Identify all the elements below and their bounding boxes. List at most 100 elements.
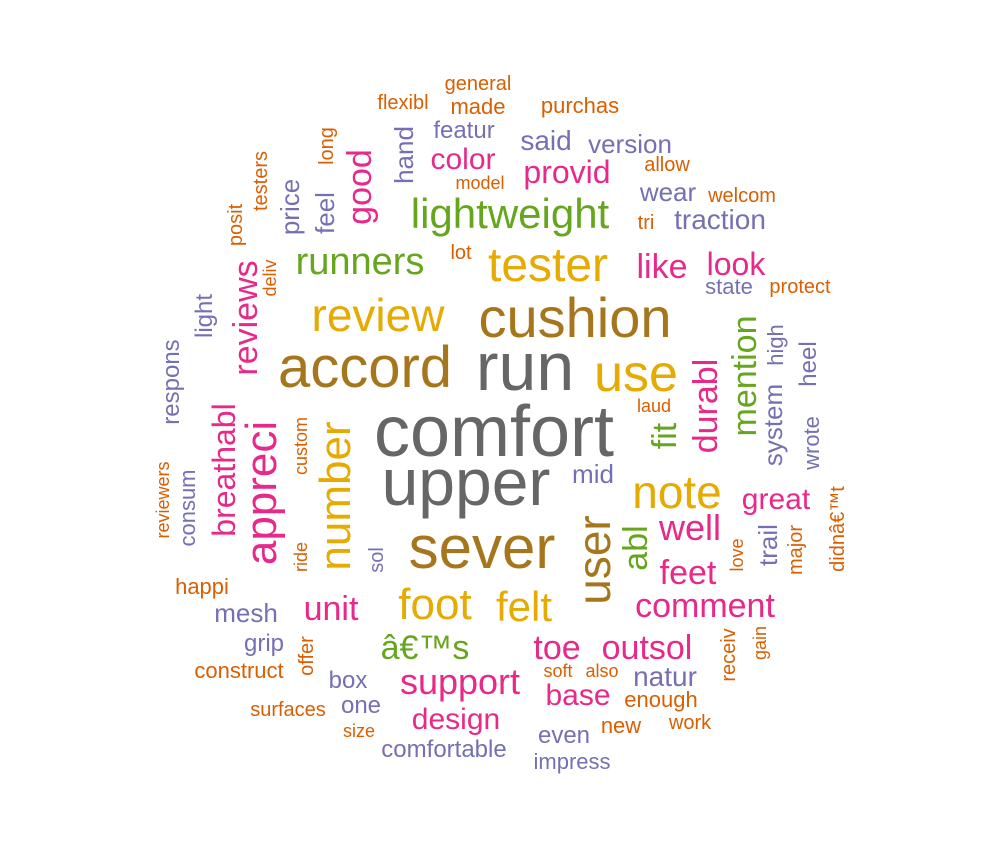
cloud-word: feel [310, 192, 340, 234]
cloud-word: didnâ€™t [827, 486, 849, 572]
cloud-word: purchas [540, 93, 620, 118]
cloud-word: mention [726, 315, 764, 437]
cloud-word: abl [617, 525, 655, 571]
cloud-word: base [545, 679, 611, 712]
cloud-word: size [342, 721, 376, 741]
cloud-word: comfortable [381, 736, 507, 763]
cloud-word: one [340, 692, 382, 719]
cloud-word: lot [450, 242, 472, 264]
cloud-word: state [705, 274, 753, 299]
cloud-word: accord [277, 335, 453, 400]
cloud-word: cushion [478, 286, 672, 349]
cloud-word: featur [433, 117, 495, 144]
cloud-word: like [636, 248, 688, 286]
cloud-word: surfaces [250, 699, 326, 721]
cloud-word: design [411, 703, 501, 736]
cloud-word: heel [795, 341, 822, 387]
cloud-word: provid [523, 154, 611, 190]
cloud-word: runners [295, 241, 425, 283]
cloud-word: toe [533, 629, 581, 667]
cloud-word: even [537, 722, 591, 749]
cloud-word: great [741, 483, 811, 516]
cloud-word: major [785, 524, 807, 576]
cloud-word: respons [158, 339, 185, 425]
cloud-word: user [568, 515, 620, 605]
cloud-word: receiv [718, 628, 740, 682]
cloud-word: custom [291, 416, 311, 476]
cloud-word: comfort [373, 392, 615, 472]
cloud-word: mesh [214, 598, 278, 628]
cloud-word: enough [624, 687, 698, 712]
cloud-word: feet [659, 554, 717, 592]
cloud-word: testers [250, 150, 272, 212]
cloud-word: construct [194, 658, 284, 683]
cloud-word: â€™s [380, 629, 470, 667]
cloud-word: lightweight [410, 190, 610, 237]
cloud-word: review [311, 289, 445, 341]
cloud-word: foot [398, 580, 472, 629]
cloud-word: gain [750, 625, 770, 661]
cloud-word: ride [291, 541, 311, 573]
cloud-word: wear [639, 177, 697, 207]
cloud-word: natur [633, 661, 697, 692]
cloud-word: posit [225, 203, 247, 247]
cloud-word: allow [644, 154, 690, 176]
cloud-word: consum [175, 469, 200, 547]
cloud-word: model [455, 173, 505, 193]
cloud-word: appreci [237, 420, 286, 566]
cloud-word: traction [674, 204, 766, 235]
cloud-word: general [444, 73, 512, 95]
cloud-word: new [600, 713, 642, 738]
cloud-word: impress [533, 749, 611, 774]
cloud-word: deliv [260, 259, 280, 297]
cloud-word: box [328, 667, 368, 694]
cloud-word: reviewers [153, 461, 173, 539]
cloud-word: long [316, 127, 338, 165]
cloud-word: welcom [708, 185, 776, 207]
cloud-word: comment [635, 587, 775, 625]
cloud-word: protect [769, 276, 831, 298]
cloud-word: note [632, 466, 722, 518]
cloud-word: system [758, 383, 788, 467]
cloud-word: happi [175, 574, 229, 599]
cloud-word: reviews [227, 260, 265, 376]
cloud-word: well [658, 507, 722, 548]
cloud-word: color [430, 143, 496, 176]
cloud-word: good [341, 149, 379, 225]
cloud-word: made [450, 94, 506, 119]
cloud-word: tester [487, 239, 609, 292]
cloud-word: tri [637, 212, 655, 234]
cloud-word: flexibl [377, 92, 429, 114]
cloud-word: use [594, 345, 678, 403]
cloud-word: also [585, 661, 619, 681]
cloud-word: work [668, 712, 712, 734]
cloud-word: sol [366, 547, 388, 573]
cloud-word: run [475, 329, 575, 405]
cloud-word: grip [243, 630, 285, 657]
cloud-word: light [191, 293, 218, 339]
cloud-word: number [311, 421, 360, 571]
cloud-word: trail [753, 524, 783, 566]
cloud-word: outsol [601, 629, 693, 667]
cloud-word: breathabl [206, 403, 242, 537]
cloud-word: laud [636, 396, 672, 416]
cloud-word: unit [303, 590, 359, 628]
cloud-word: hand [389, 126, 419, 184]
cloud-word: wrote [799, 416, 824, 470]
cloud-word: price [275, 178, 305, 236]
cloud-word: felt [495, 583, 553, 630]
cloud-word: high [763, 324, 788, 366]
cloud-word: version [588, 129, 672, 159]
cloud-word: soft [543, 661, 573, 681]
cloud-word: sever [408, 514, 556, 581]
cloud-word: look [706, 246, 766, 282]
cloud-word: love [727, 538, 747, 572]
cloud-word: upper [381, 445, 551, 519]
cloud-word: offer [296, 636, 318, 676]
cloud-word: said [520, 125, 572, 156]
cloud-word: durabl [687, 358, 725, 454]
cloud-word: support [399, 661, 521, 702]
cloud-word: mid [572, 459, 614, 489]
cloud-word: fit [646, 422, 684, 450]
